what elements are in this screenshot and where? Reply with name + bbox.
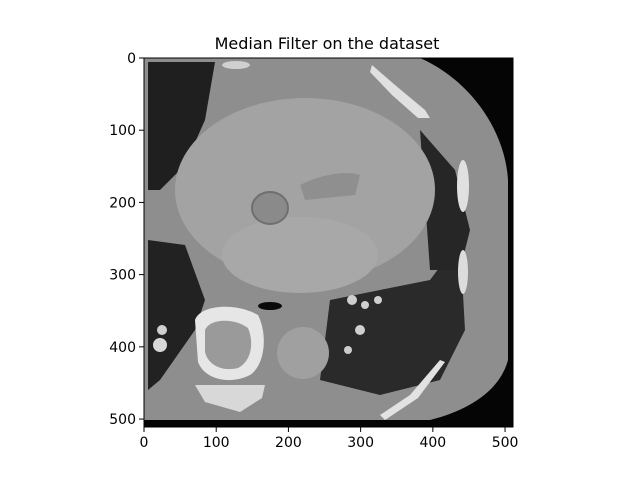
y-tick-label: 0 <box>127 51 136 67</box>
x-tick-label: 0 <box>140 435 149 451</box>
chart-title: Median Filter on the dataset <box>215 34 440 53</box>
y-tick-label: 400 <box>109 340 136 356</box>
y-axis-ticks: 0 100 200 300 400 500 <box>109 51 144 428</box>
y-tick-label: 100 <box>109 123 136 139</box>
x-tick-label: 300 <box>347 435 374 451</box>
x-tick-label: 500 <box>492 435 519 451</box>
ct-image <box>144 58 513 427</box>
x-tick-label: 100 <box>203 435 230 451</box>
image-axes: 0 100 200 300 400 500 0 100 200 300 400 500 <box>109 51 518 451</box>
x-tick-label: 400 <box>419 435 446 451</box>
x-tick-label: 200 <box>275 435 302 451</box>
y-tick-label: 300 <box>109 268 136 284</box>
y-tick-label: 500 <box>109 412 136 428</box>
x-axis-ticks: 0 100 200 300 400 500 <box>140 427 519 451</box>
y-tick-label: 200 <box>109 195 136 211</box>
